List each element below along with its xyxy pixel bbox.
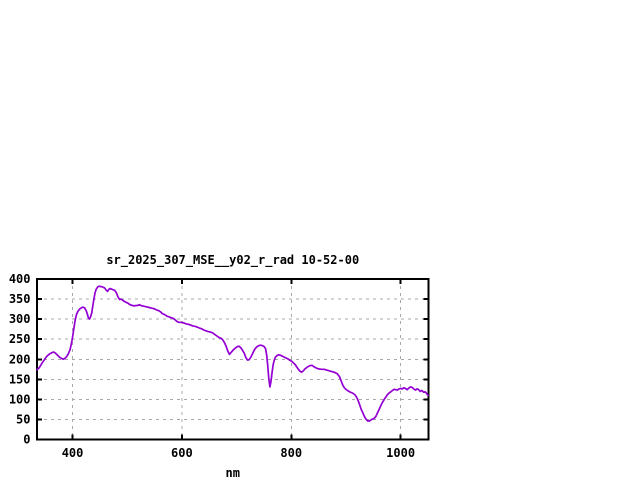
y-tick-label: 50 [16, 412, 30, 426]
y-tick-label: 200 [9, 352, 31, 366]
y-tick-label: 250 [9, 332, 31, 346]
x-tick-label: 800 [280, 446, 302, 460]
tick-labels: 0 50 100 150 200 250 300 350 400 400 600 800 1000 [9, 272, 415, 460]
y-tick-label: 350 [9, 292, 31, 306]
y-tick-label: 150 [9, 372, 31, 386]
x-axis-label: nm [226, 466, 240, 480]
y-tick-label: 300 [9, 312, 31, 326]
radiance-curve [36, 285, 429, 422]
y-tick-label: 0 [23, 433, 30, 447]
gridlines [37, 279, 429, 440]
x-tick-label: 1000 [386, 446, 415, 460]
y-tick-label: 400 [9, 272, 31, 286]
chart-title: sr_2025_307_MSE__y02_r_rad 10-52-00 [106, 253, 359, 268]
x-tick-label: 400 [62, 446, 84, 460]
plot-border [36, 278, 430, 441]
y-tick-label: 100 [9, 392, 31, 406]
x-tick-label: 600 [171, 446, 193, 460]
